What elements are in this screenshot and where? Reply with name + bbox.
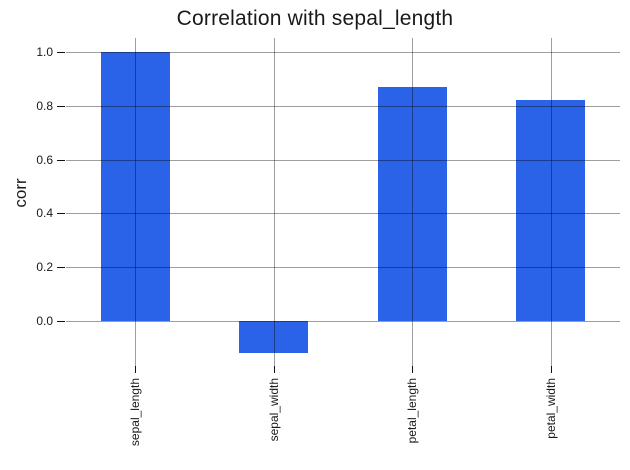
x-tick-label: petal_length [405, 378, 420, 444]
y-tick-mark [57, 52, 65, 53]
y-tick-mark [57, 267, 65, 269]
y-tick-mark [57, 159, 65, 161]
x-tick-label: sepal_length [128, 378, 143, 447]
x-tick-label: sepal_width [266, 378, 281, 442]
vertical-gridline [412, 38, 414, 366]
y-tick-label: 0.4 [36, 206, 53, 221]
bar-petal_length [377, 86, 447, 321]
y-tick-label: 0.0 [36, 314, 53, 328]
vertical-gridline [135, 38, 137, 366]
bar-petal_width [516, 100, 586, 321]
y-tick-mark [57, 213, 65, 215]
y-tick-label: 0.2 [36, 260, 53, 275]
vertical-gridline [550, 38, 552, 366]
x-tick-mark [550, 366, 552, 373]
horizontal-gridline [66, 321, 620, 322]
y-tick-label: 1.0 [36, 45, 53, 59]
horizontal-gridline [66, 52, 620, 53]
y-tick-mark [57, 321, 65, 322]
x-tick-mark [412, 366, 414, 373]
horizontal-gridline [66, 105, 620, 107]
vertical-gridline [273, 38, 275, 366]
bar-sepal_width [239, 321, 309, 354]
y-tick-label: 0.6 [36, 152, 53, 167]
horizontal-gridline [66, 213, 620, 215]
x-tick-label: petal_width [543, 378, 558, 439]
horizontal-gridline [66, 159, 620, 161]
y-tick-label: 0.8 [36, 98, 53, 113]
x-tick-mark [273, 366, 275, 373]
x-tick-mark [135, 366, 137, 373]
horizontal-gridline [66, 267, 620, 269]
chart-title: Correlation with sepal_length [176, 7, 454, 30]
y-tick-mark [57, 105, 65, 107]
bar-sepal_length [100, 52, 170, 321]
